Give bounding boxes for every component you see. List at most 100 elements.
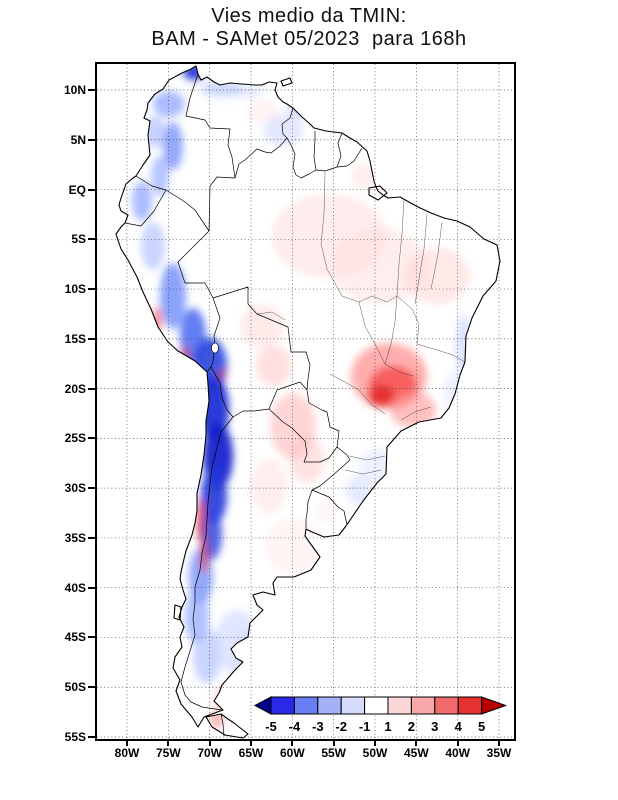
figure-title-line1: Vies medio da TMIN: bbox=[211, 5, 407, 27]
bias-blob bbox=[289, 437, 325, 483]
lat-tick-label: 55S bbox=[64, 729, 86, 744]
colorbar-cell bbox=[317, 696, 342, 715]
colorbar-cell bbox=[340, 696, 366, 715]
bias-blob bbox=[141, 222, 165, 270]
bias-blob bbox=[160, 263, 186, 329]
figure-title-line2: BAM - SAMet 05/2023 para 168h bbox=[151, 28, 467, 50]
colorbar-cell bbox=[434, 696, 459, 715]
bias-blob bbox=[152, 307, 162, 333]
lat-tick-mark bbox=[88, 337, 95, 340]
bias-blob bbox=[153, 91, 185, 117]
lon-tick-mark bbox=[415, 739, 418, 746]
lon-tick-label: 65W bbox=[238, 746, 264, 760]
lat-tick-label: 25S bbox=[64, 431, 86, 446]
lat-tick-label: 40S bbox=[64, 580, 86, 595]
bias-blob bbox=[193, 628, 221, 684]
lon-tick-label: 55W bbox=[321, 746, 346, 760]
lon-tick-mark bbox=[456, 739, 459, 746]
colorbar-tick-label: 4 bbox=[455, 719, 463, 734]
lon-tick-mark bbox=[167, 739, 170, 746]
bias-blob bbox=[183, 66, 205, 80]
map-plot-area: -5 -4 -3 -2 -1 1 2 3 4 5 bbox=[95, 62, 516, 741]
lon-tick-label: 75W bbox=[155, 746, 181, 760]
colorbar-left-arrow bbox=[253, 696, 272, 715]
bias-blob bbox=[151, 156, 169, 196]
bias-blob bbox=[404, 248, 470, 304]
lat-tick-mark bbox=[88, 586, 95, 589]
lon-tick-mark bbox=[126, 739, 128, 746]
bias-blob bbox=[240, 304, 284, 348]
lat-tick-mark bbox=[88, 735, 95, 738]
lat-tick-mark bbox=[88, 437, 95, 440]
bias-blob bbox=[256, 346, 292, 386]
colorbar-cell bbox=[270, 696, 295, 715]
lon-tick-label: 45W bbox=[403, 746, 429, 760]
lat-tick-label: 45S bbox=[64, 630, 86, 645]
lat-tick-label: 5N bbox=[70, 132, 86, 147]
lon-tick-label: 35W bbox=[486, 746, 512, 760]
state-borders bbox=[256, 171, 466, 475]
lon-tick-mark bbox=[497, 739, 500, 746]
colorbar-tick-label: -5 bbox=[265, 719, 277, 734]
colorbar-cell bbox=[293, 696, 319, 715]
lat-tick-label: 5S bbox=[71, 232, 86, 247]
bias-blob bbox=[331, 228, 427, 304]
lon-tick-label: 60W bbox=[279, 746, 305, 760]
lat-tick-label: 10N bbox=[63, 83, 86, 97]
lat-tick-mark bbox=[88, 288, 95, 291]
colorbar-tick-label: -2 bbox=[335, 719, 347, 734]
lat-tick-label: 20S bbox=[64, 381, 86, 396]
colorbar-tick-label: -1 bbox=[359, 719, 371, 734]
bias-blob bbox=[246, 101, 278, 121]
colorbar-tick-label: 3 bbox=[431, 719, 438, 734]
colorbar-tick-label: 2 bbox=[408, 719, 415, 734]
lat-tick-mark bbox=[88, 487, 95, 490]
lon-tick-mark bbox=[332, 739, 335, 746]
bias-blob bbox=[314, 497, 340, 523]
lat-tick-label: 50S bbox=[64, 680, 86, 695]
lat-tick-mark bbox=[88, 89, 95, 91]
colorbar-cell bbox=[364, 696, 389, 715]
lat-tick-label: 15S bbox=[64, 331, 86, 346]
lat-tick-label: 30S bbox=[64, 481, 86, 496]
colorbar-tick-label: 1 bbox=[384, 719, 391, 734]
lon-tick-label: 50W bbox=[362, 746, 388, 760]
bias-blob bbox=[263, 114, 303, 146]
lat-tick-mark bbox=[88, 536, 95, 539]
country-borders bbox=[124, 73, 363, 737]
lon-tick-mark bbox=[208, 739, 211, 746]
colorbar-tick-label: -3 bbox=[312, 719, 324, 734]
bias-blob bbox=[233, 85, 265, 97]
bias-blob bbox=[351, 163, 383, 189]
colorbar-tick-label: 5 bbox=[478, 719, 485, 734]
lon-tick-label: 40W bbox=[445, 746, 470, 760]
lake-titicaca bbox=[211, 342, 219, 354]
colorbar-cell bbox=[410, 696, 436, 715]
colorbar-cell bbox=[387, 696, 412, 715]
lon-tick-mark bbox=[249, 739, 252, 746]
bias-blob bbox=[197, 498, 205, 542]
coastline bbox=[115, 65, 501, 739]
lon-tick-label: 70W bbox=[197, 746, 222, 760]
south-america-map bbox=[97, 64, 514, 739]
bias-blob bbox=[251, 458, 287, 514]
colorbar: -5 -4 -3 -2 -1 1 2 3 4 5 bbox=[253, 696, 508, 734]
lon-tick-mark bbox=[373, 739, 376, 746]
bias-blob bbox=[180, 346, 190, 366]
bias-blob bbox=[144, 116, 166, 148]
lat-tick-label: 35S bbox=[64, 530, 86, 545]
lat-tick-mark bbox=[88, 138, 95, 141]
lon-tick-label: 80W bbox=[114, 746, 140, 760]
lon-tick-mark bbox=[291, 739, 294, 746]
bias-blob bbox=[368, 385, 394, 407]
colorbar-cell bbox=[457, 696, 483, 715]
bias-blob bbox=[215, 610, 259, 674]
bias-blob bbox=[346, 475, 372, 505]
colorbar-right-arrow bbox=[481, 696, 508, 715]
lat-tick-label: EQ bbox=[68, 182, 86, 197]
lat-tick-mark bbox=[88, 686, 95, 689]
bias-blob bbox=[237, 630, 269, 670]
lat-tick-mark bbox=[88, 238, 95, 241]
bias-blob bbox=[218, 368, 226, 380]
